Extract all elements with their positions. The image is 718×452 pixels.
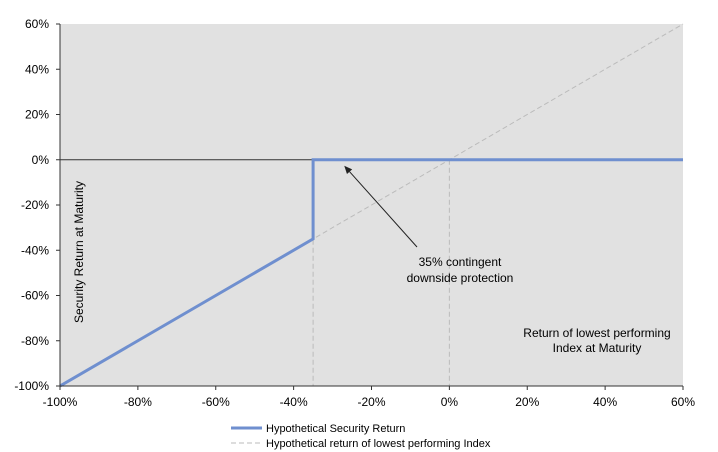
x-axis-label-line-2: Index at Maturity bbox=[553, 341, 642, 355]
annotation-line-1: 35% contingent bbox=[419, 255, 502, 269]
series-layer bbox=[59, 23, 684, 388]
legend: Hypothetical Security Return Hypothetica… bbox=[231, 423, 491, 450]
x-tick-label: 60% bbox=[671, 395, 695, 409]
annotation-arrowhead bbox=[344, 165, 353, 175]
annotation-line-2: downside protection bbox=[407, 271, 514, 285]
y-tick-label: -20% bbox=[21, 198, 49, 212]
y-tick-label: 0% bbox=[32, 153, 50, 167]
legend-label-security: Hypothetical Security Return bbox=[266, 423, 405, 435]
x-tick-labels: -100% -80% -60% -40% -20% 0% 20% 40% 60% bbox=[43, 395, 696, 409]
y-axis-label: Security Return at Maturity bbox=[72, 181, 86, 323]
legend-label-index: Hypothetical return of lowest performing… bbox=[266, 438, 491, 450]
series-line-security-return bbox=[59, 158, 683, 388]
axes bbox=[56, 23, 684, 390]
annotation-arrow bbox=[349, 171, 418, 248]
reference-lines bbox=[312, 159, 450, 386]
x-tick-label: -80% bbox=[124, 395, 152, 409]
y-tick-label: 60% bbox=[25, 17, 49, 31]
y-tick-label: 20% bbox=[25, 108, 49, 122]
y-tick-label: 40% bbox=[25, 62, 49, 76]
x-tick-label: 20% bbox=[515, 395, 539, 409]
x-tick-label: 0% bbox=[441, 395, 459, 409]
x-tick-label: -40% bbox=[280, 395, 308, 409]
y-tick-label: -60% bbox=[21, 289, 49, 303]
y-tick-label: -80% bbox=[21, 334, 49, 348]
x-tick-label: -20% bbox=[357, 395, 385, 409]
y-tick-label: -40% bbox=[21, 243, 49, 257]
y-tick-labels: 60% 40% 20% 0% -20% -40% -60% -80% -100% bbox=[14, 17, 49, 393]
y-tick-label: -100% bbox=[14, 379, 49, 393]
x-tick-label: -100% bbox=[43, 395, 78, 409]
x-tick-label: 40% bbox=[593, 395, 617, 409]
x-tick-label: -60% bbox=[202, 395, 230, 409]
x-axis-label-line-1: Return of lowest performing bbox=[523, 326, 670, 340]
